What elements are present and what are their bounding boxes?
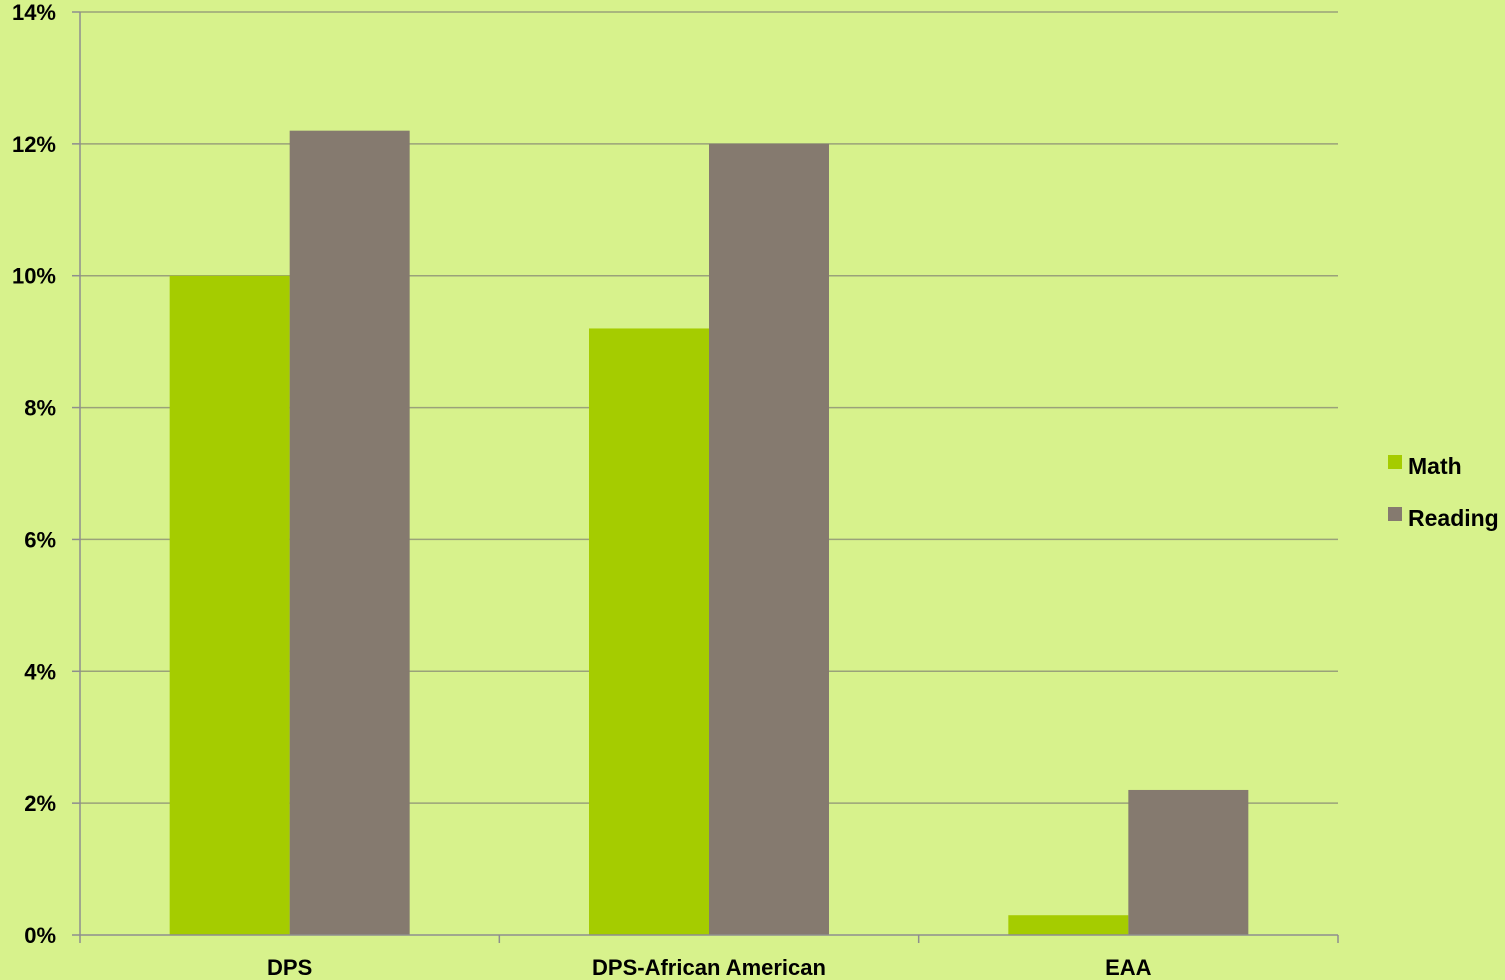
y-tick-label: 14% [12, 0, 56, 25]
x-tick-label: EAA [1105, 955, 1152, 980]
y-tick-label: 0% [24, 923, 56, 948]
x-tick-label: DPS-African American [592, 955, 826, 980]
y-tick-label: 4% [24, 659, 56, 684]
legend-swatch-reading [1388, 507, 1402, 521]
legend: Math Reading [1388, 453, 1499, 531]
bar-reading-0 [289, 130, 410, 935]
y-tick-label: 10% [12, 264, 56, 289]
legend-swatch-math [1388, 455, 1402, 469]
bar-math-1 [589, 328, 709, 935]
legend-label-math: Math [1408, 453, 1462, 479]
y-axis-tick-labels: 0% 2% 4% 6% 8% 10% 12% 14% [12, 0, 56, 948]
y-tick-label: 8% [24, 396, 56, 421]
bar-reading-2 [1128, 789, 1249, 935]
x-axis-tick-labels: DPS DPS-African American EAA [267, 955, 1152, 980]
y-tick-label: 6% [24, 527, 56, 552]
legend-label-reading: Reading [1408, 505, 1499, 531]
y-tick-label: 12% [12, 132, 56, 157]
bar-math-0 [169, 275, 290, 935]
y-tick-label: 2% [24, 791, 56, 816]
bar-math-2 [1008, 915, 1129, 935]
bar-reading-1 [709, 143, 829, 935]
axes [72, 11, 1339, 943]
bars [169, 130, 1249, 935]
x-tick-label: DPS [267, 955, 312, 980]
